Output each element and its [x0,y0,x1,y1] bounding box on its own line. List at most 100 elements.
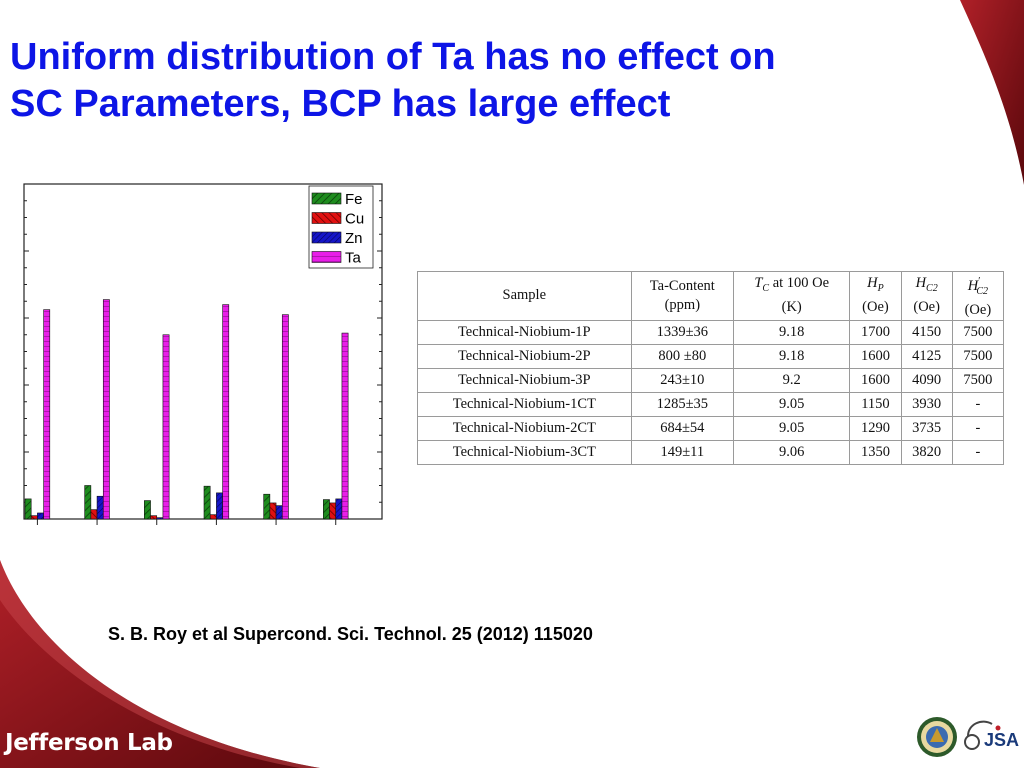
table-cell: 243±10 [630,367,735,393]
header-hp-unit: (Oe) [862,299,889,316]
table-cell: 9.05 [733,391,851,417]
table-cell: Technical-Niobium-1P [417,319,632,345]
title-line-1: Uniform distribution of Ta has no effect… [10,36,776,78]
table-cell: Technical-Niobium-2CT [417,415,632,441]
impurity-bar-chart: Fe Cu Zn Ta [23,183,383,525]
table-cell: 4125 [900,343,953,369]
table-cell: 7500 [951,343,1005,369]
bar-fe [24,498,32,520]
table-cell: 7500 [951,319,1005,345]
bottom-left-swoosh [0,560,320,768]
header-hp-label: HP [867,275,884,295]
jsa-logo: JSA [964,720,1019,750]
bar-ta [102,299,110,520]
table-row: Technical-Niobium-2P 800 ±80 9.18 1600 4125 7… [417,343,1005,369]
table-cell: 3930 [900,391,953,417]
bar-fe [323,499,330,520]
bar-ta [162,334,170,520]
legend-label-cu: Cu [345,211,364,228]
bar-cu [329,502,337,520]
bar-fe [144,500,151,520]
table-cell: 1339±36 [630,319,735,345]
header-sample-label: Sample [502,287,547,304]
table-row: Technical-Niobium-3CT 149±11 9.06 1350 3820- [417,439,1005,465]
header-ta-content-unit: (ppm) [664,296,701,313]
bar-zn [335,498,343,520]
table-cell: - [951,415,1005,441]
legend-swatch-cu [311,212,342,224]
table-cell: 800 ±80 [630,343,735,369]
header-hc2-prime: H′C2 (Oe) [951,271,1005,321]
legend-swatch-ta [311,251,342,263]
legend-swatch-fe [311,192,342,205]
table-cell: 149±11 [630,439,735,465]
table-cell: 3820 [900,439,953,465]
table-cell: 9.05 [733,415,851,441]
legend-label-ta: Ta [345,250,362,267]
bar-fe [263,493,271,520]
table-cell: 4090 [900,367,953,393]
table-cell: Technical-Niobium-3CT [417,439,632,465]
table-cell: 1600 [849,367,902,393]
bar-ta [222,304,230,520]
table-row: Technical-Niobium-1CT 1285±35 9.05 1150 3930… [417,391,1005,417]
bar-zn [156,517,164,520]
table-row: Technical-Niobium-2CT 684±54 9.05 1290 3735- [417,415,1005,441]
top-right-swoosh [960,0,1024,185]
header-tc-label: TC at 100 Oe [754,275,830,295]
title-line-2: SC Parameters, BCP has large effect [10,83,671,125]
jefferson-lab-logo: Jefferson Lab [5,730,173,756]
citation-text: S. B. Roy et al Supercond. Sci. Technol.… [108,624,593,644]
table-header-row: Sample Ta-Content (ppm) TC at 100 Oe (K) H… [417,271,1005,321]
table-cell: - [951,439,1005,465]
table-cell: 1600 [849,343,902,369]
bar-zn [275,505,283,520]
table-cell: 9.18 [733,319,851,345]
bar-ta [43,309,51,520]
table-cell: 9.18 [733,343,851,369]
table-cell: 1700 [849,319,902,345]
header-tc-unit: (K) [781,299,802,316]
bar-fe [203,485,211,520]
slide-title: Uniform distribution of Ta has no effect… [10,34,970,128]
header-hc2-prime-unit: (Oe) [964,301,992,318]
header-sample: Sample [417,271,632,321]
table-cell: - [951,391,1005,417]
table-cell: 3735 [900,415,953,441]
table-cell: 9.2 [733,367,851,393]
bar-cu [90,509,98,520]
bar-ta [341,332,349,520]
table-cell: Technical-Niobium-1CT [417,391,632,417]
bar-zn [37,512,44,520]
header-hc2: HC2 (Oe) [900,271,953,321]
bar-cu [150,515,158,520]
bar-zn [96,495,104,520]
bar-cu [209,514,217,520]
table-cell: 684±54 [630,415,735,441]
table-row: Technical-Niobium-1P 1339±36 9.18 1700 4150 7… [417,319,1005,345]
bar-cu [30,515,38,520]
table-cell: 1290 [849,415,902,441]
table-cell: 7500 [951,367,1005,393]
table-row: Technical-Niobium-3P 243±10 9.2 1600 4090 750… [417,367,1005,393]
table-cell: 1150 [849,391,902,417]
header-ta-content-label: Ta-Content [649,277,715,294]
header-hc2-prime-label: H′C2 [967,276,989,297]
x-axis-ticks [36,519,337,525]
legend-label-fe: Fe [345,191,363,208]
bar-fe [84,485,92,520]
bar-zn [216,492,223,520]
table-cell: Technical-Niobium-2P [417,343,632,369]
table-cell: Technical-Niobium-3P [417,367,632,393]
table-cell: 9.06 [733,439,851,465]
header-hc2-label: HC2 [915,275,938,295]
bottom-swoosh-highlight [0,560,320,768]
header-hp: HP (Oe) [849,271,902,321]
table-cell: 4150 [900,319,953,345]
bars-group [24,299,349,520]
chart-legend: Fe Cu Zn Ta [308,185,374,269]
header-tc: TC at 100 Oe (K) [733,271,851,321]
jsa-logo-text: JSA [984,730,1019,750]
header-ta-content: Ta-Content (ppm) [630,271,735,321]
table-body: Technical-Niobium-1P 1339±36 9.18 1700 4150 7… [417,319,1005,465]
